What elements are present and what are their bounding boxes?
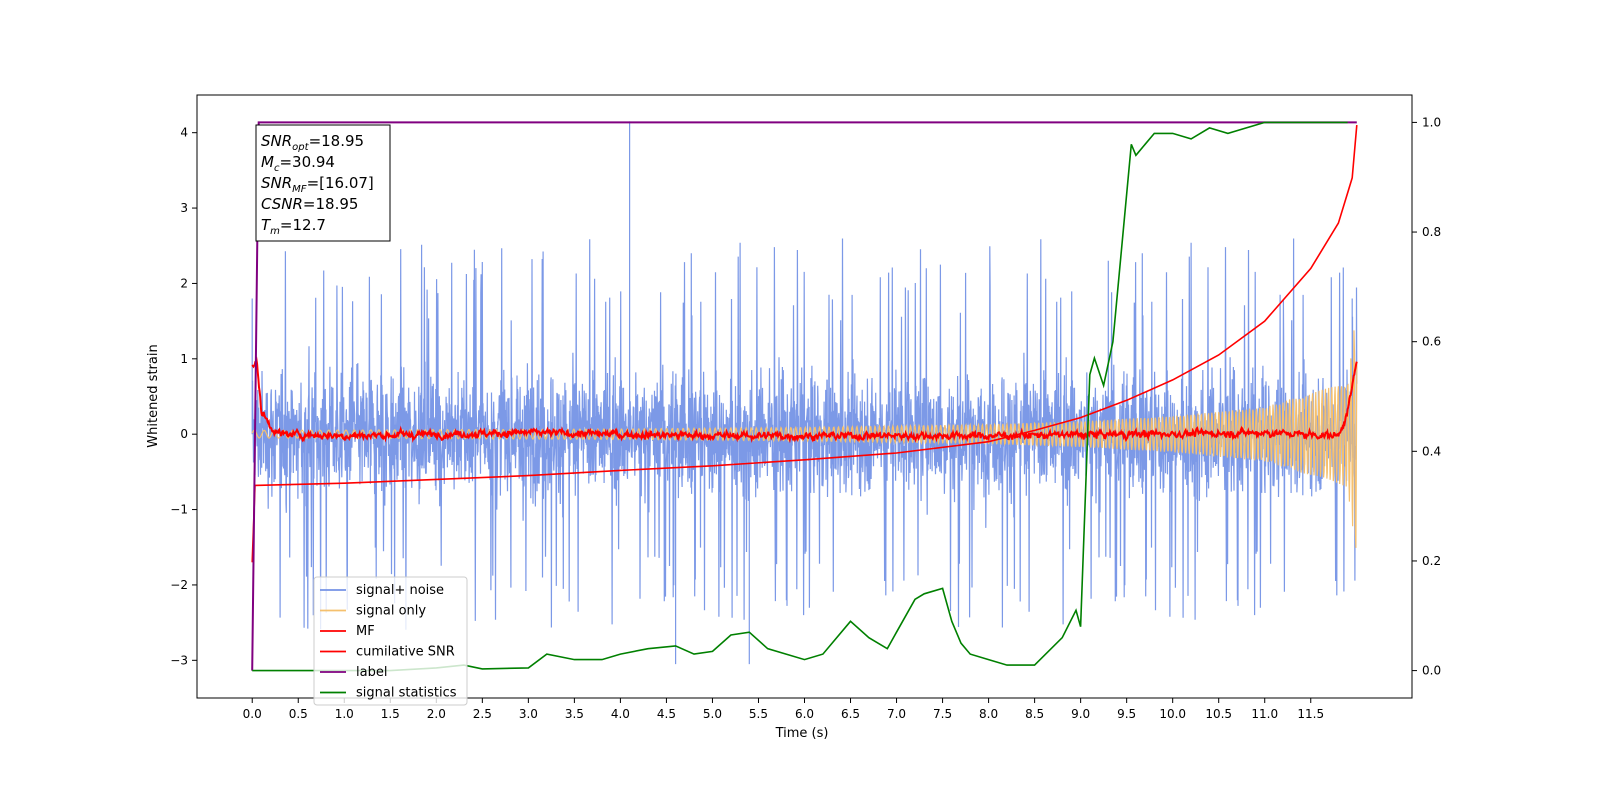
legend-label: cumilative SNR [356, 645, 455, 660]
y2-tick-label: 0.6 [1422, 335, 1441, 349]
x-tick-label: 5.5 [749, 707, 768, 721]
x-tick-label: 9.0 [1071, 707, 1090, 721]
legend-label: signal only [356, 604, 426, 619]
series-mf [251, 356, 1358, 444]
x-tick-label: 9.5 [1117, 707, 1136, 721]
legend: signal+ noise signal only MF cumilative SNR… [313, 576, 468, 706]
y-tick-label: 2 [180, 276, 188, 290]
x-tick-label: 3.0 [519, 707, 538, 721]
annotation-line: Mc=30.94 [261, 153, 335, 174]
x-tick-label: 1.5 [381, 707, 400, 721]
y-tick-label: −3 [170, 653, 188, 667]
x-tick-label: 4.5 [657, 707, 676, 721]
x-axis-ticks: 0.0 0.5 1.0 1.5 2.0 2.5 3.0 3.5 4.0 4.5 5.0 5.5 6.0 6… [243, 698, 1324, 721]
series-cumulative-snr [251, 125, 1358, 563]
annotation-frame [255, 124, 391, 242]
y2-tick-label: 0.8 [1422, 225, 1441, 239]
x-tick-label: 6.5 [841, 707, 860, 721]
y-tick-label: 3 [180, 201, 188, 215]
x-tick-label: 8.5 [1025, 707, 1044, 721]
x-tick-label: 10.5 [1205, 707, 1232, 721]
y-tick-label: 4 [180, 126, 188, 140]
x-tick-label: 4.0 [611, 707, 630, 721]
x-tick-label: 1.0 [335, 707, 354, 721]
x-tick-label: 2.5 [473, 707, 492, 721]
x-tick-label: 5.0 [703, 707, 722, 721]
x-axis-label: Time (s) [775, 726, 829, 741]
series-signal-statistics [252, 121, 1348, 672]
y-axis-label: Whitened strain [146, 344, 161, 447]
annotation-line: SNRopt=18.95 [261, 132, 364, 153]
x-tick-label: 11.5 [1297, 707, 1324, 721]
x-tick-label: 7.0 [887, 707, 906, 721]
y-tick-label: −1 [170, 503, 188, 517]
y2-tick-label: 0.0 [1422, 664, 1441, 678]
x-tick-label: 10.0 [1159, 707, 1186, 721]
annotation-line: SNRMF=[16.07] [261, 174, 374, 195]
legend-label: signal+ noise [356, 583, 444, 598]
legend-frame [313, 576, 468, 706]
legend-label: label [356, 665, 387, 680]
y-tick-label: 0 [180, 427, 188, 441]
annotation-line: Tm=12.7 [261, 216, 326, 237]
x-tick-label: 0.5 [289, 707, 308, 721]
x-tick-label: 8.0 [979, 707, 998, 721]
y2-tick-label: 0.2 [1422, 554, 1441, 568]
series-label [251, 121, 1357, 671]
y-tick-label: −2 [170, 578, 188, 592]
y2-tick-label: 1.0 [1422, 115, 1441, 129]
y-tick-label: 1 [180, 352, 188, 366]
x-tick-label: 6.0 [795, 707, 814, 721]
series-layer [251, 121, 1358, 672]
x-tick-label: 3.5 [565, 707, 584, 721]
legend-label: MF [356, 624, 375, 639]
x-tick-label: 2.0 [427, 707, 446, 721]
legend-label: signal statistics [356, 686, 457, 701]
y2-axis-ticks: 0.0 0.2 0.4 0.6 0.8 1.0 [1412, 115, 1441, 678]
annotation-box: SNRopt=18.95Mc=30.94SNRMF=[16.07]CSNR=18… [255, 124, 391, 242]
x-tick-label: 0.0 [243, 707, 262, 721]
x-tick-label: 11.0 [1251, 707, 1278, 721]
x-tick-label: 7.5 [933, 707, 952, 721]
y-axis-ticks: −3 −2 −1 0 1 2 3 4 [170, 126, 197, 667]
y2-tick-label: 0.4 [1422, 444, 1441, 458]
annotation-line: CSNR=18.95 [261, 195, 358, 213]
